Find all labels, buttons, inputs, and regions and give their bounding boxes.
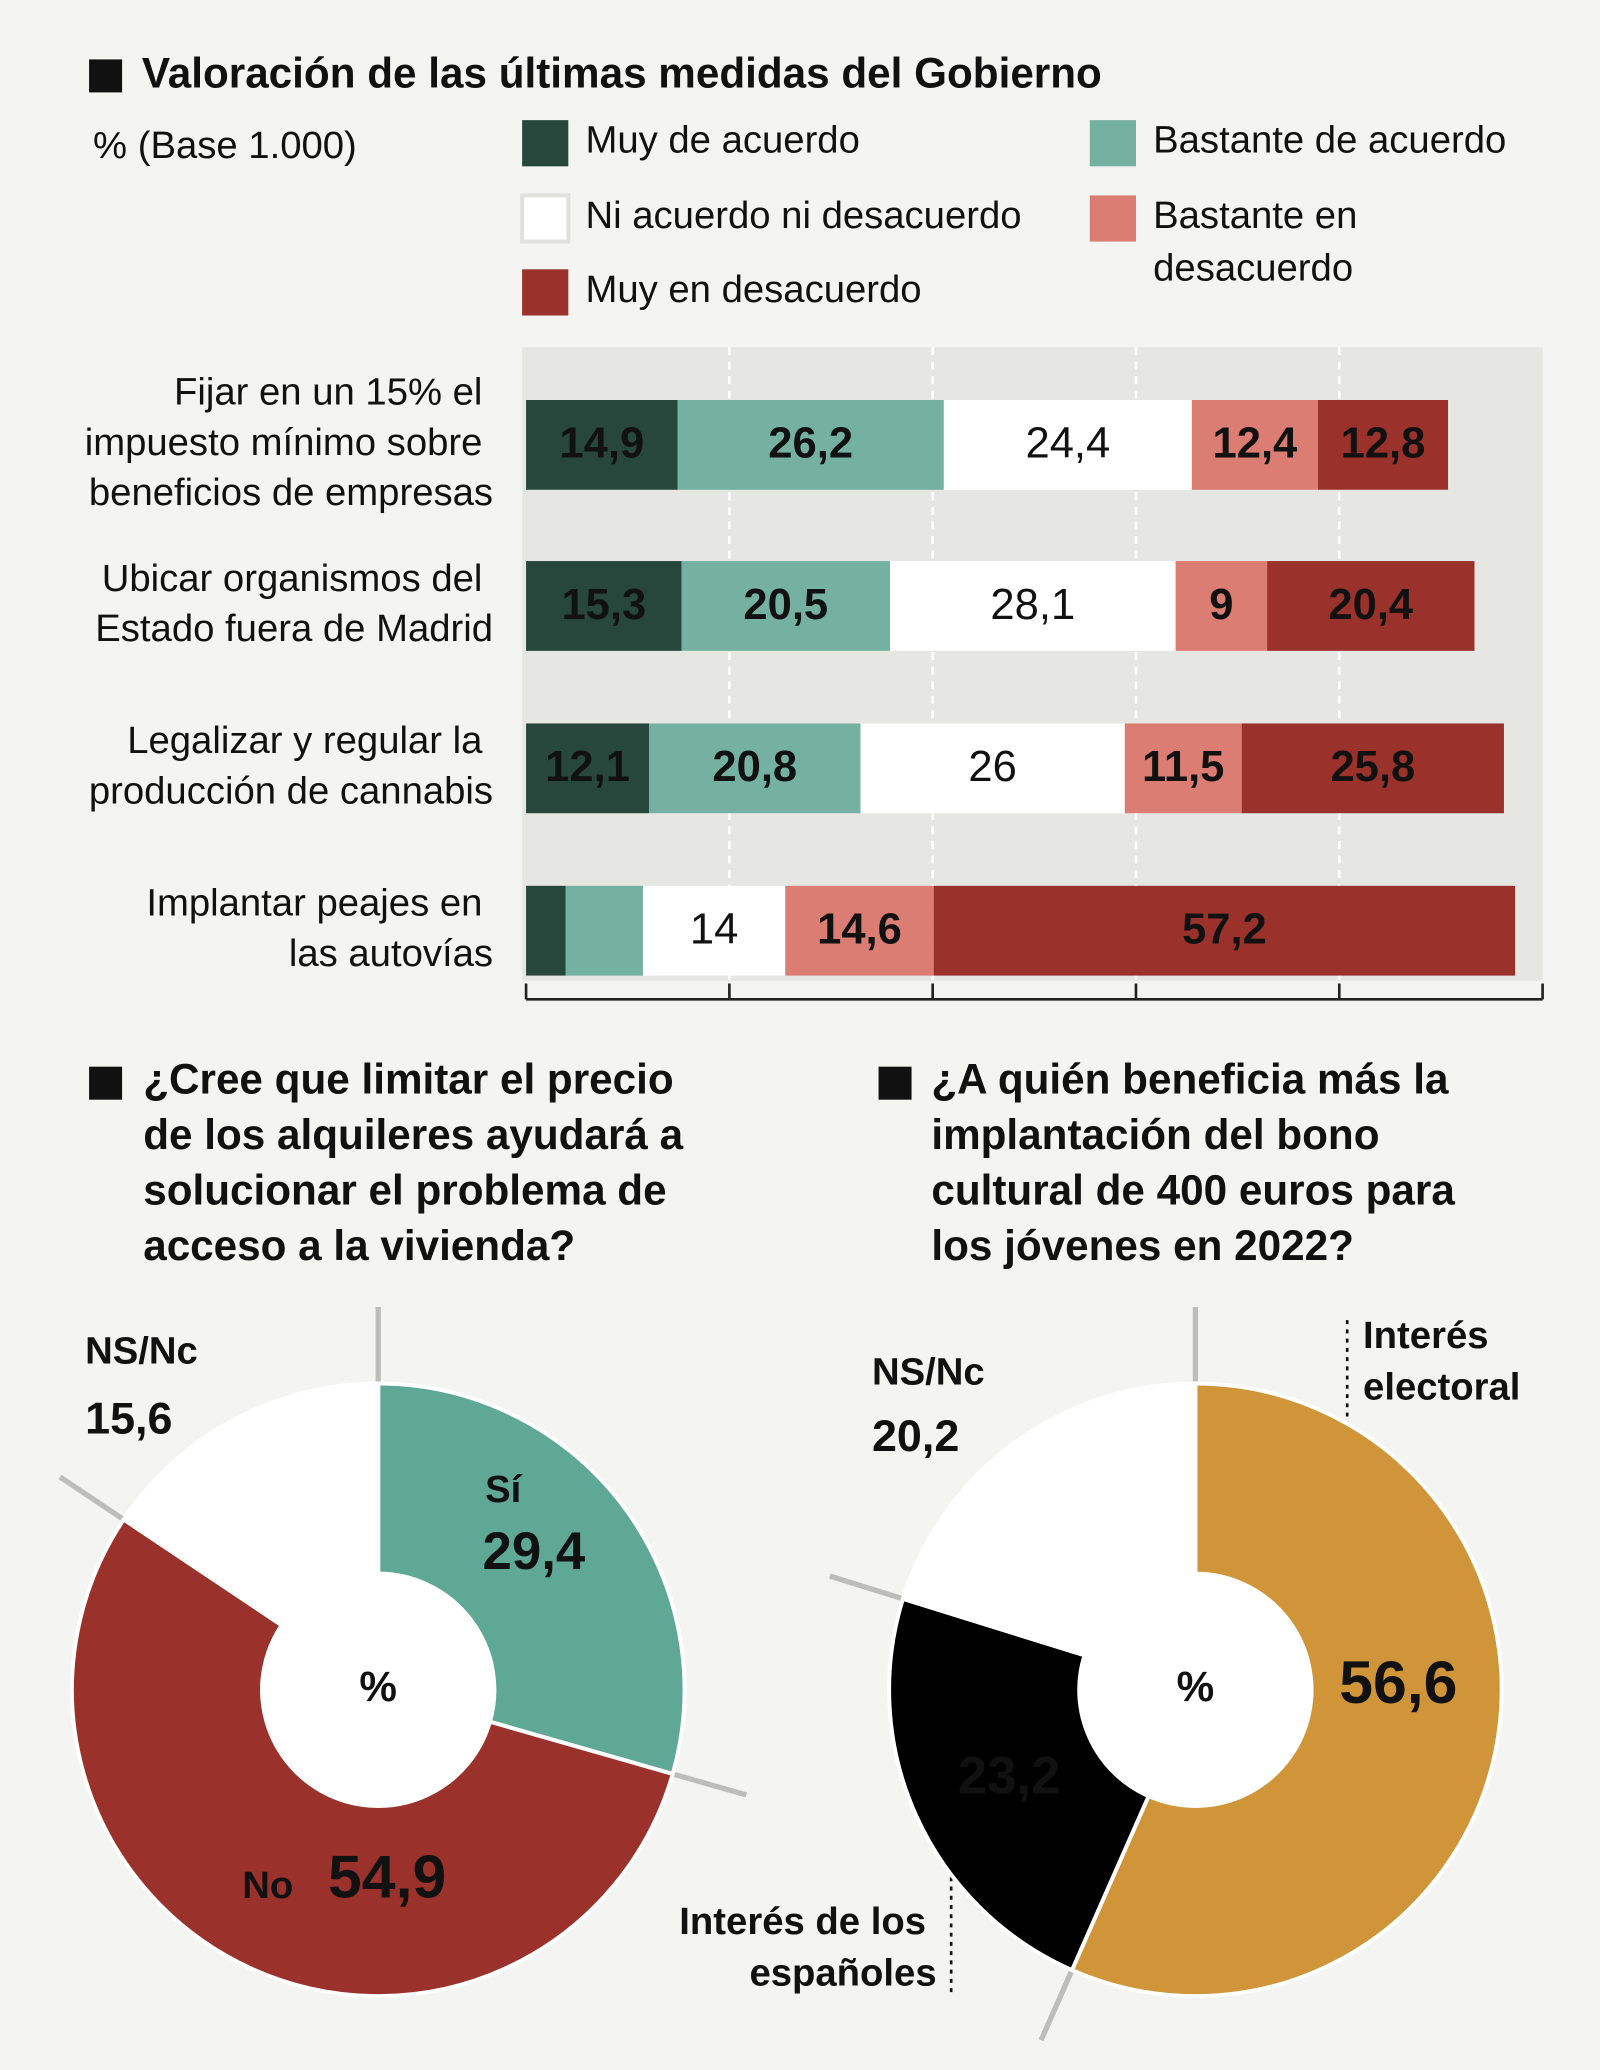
value-label: 20,4	[1328, 581, 1413, 629]
donut-hole	[262, 1573, 495, 1806]
slice-separator	[1038, 1963, 1078, 2042]
bar-segment	[1317, 400, 1449, 490]
bar-segment	[943, 400, 1192, 490]
value-label: 54,9	[328, 1842, 446, 1910]
category-label: Ubicar organismos del Estado fuera de Ma…	[95, 557, 493, 650]
bar-segment	[1241, 723, 1504, 814]
value-label: 20,8	[712, 743, 797, 791]
legend-label: Bastante de acuerdo	[1153, 119, 1506, 162]
value-label: 12,8	[1341, 420, 1426, 468]
legend-swatch	[522, 269, 569, 316]
slice-name: Interés de los españoles	[679, 1900, 936, 1994]
bar-segment	[1191, 400, 1318, 490]
bar-segment	[889, 561, 1176, 651]
value-label: 9	[1209, 581, 1233, 629]
value-label: 29,4	[483, 1522, 586, 1581]
value-label: 25,8	[1330, 743, 1415, 791]
value-label: 12,1	[545, 743, 630, 791]
slice-name: No	[242, 1864, 293, 1907]
value-label: 20,2	[872, 1410, 959, 1461]
slice-separator	[665, 1769, 748, 1798]
bar-segment	[681, 561, 890, 651]
title-marker	[89, 1066, 123, 1100]
slice-name: Interés electoral	[1363, 1314, 1520, 1408]
value-label: 15,3	[561, 581, 646, 629]
value-label: 26	[968, 743, 1016, 791]
legend-swatch	[1089, 120, 1136, 167]
legend-label: Muy en desacuerdo	[585, 268, 921, 311]
title-marker	[89, 59, 123, 93]
bar-segment	[1267, 561, 1475, 651]
chart-title: Valoración de las últimas medidas del Go…	[142, 50, 1102, 97]
category-label: Fijar en un 15% el impuesto mínimo sobre…	[85, 371, 493, 514]
bar-segment	[860, 723, 1125, 814]
bar-segment	[677, 400, 944, 490]
slice-name: NS/Nc	[85, 1329, 198, 1372]
legend-swatch	[522, 120, 569, 167]
value-label: 56,6	[1339, 1648, 1457, 1716]
bar-segment	[565, 885, 643, 976]
slice-separator	[58, 1474, 131, 1526]
bar-segment	[526, 400, 678, 490]
value-label: 12,4	[1213, 420, 1298, 468]
legend-swatch	[1089, 195, 1136, 242]
value-label: 28,1	[990, 581, 1075, 629]
value-label: 15,6	[85, 1393, 172, 1444]
value-label: 14	[690, 906, 738, 954]
value-label: 23,2	[958, 1747, 1061, 1806]
value-label: 57,2	[1182, 906, 1267, 954]
category-label: Implantar peajes en las autovías	[146, 882, 493, 975]
center-label: %	[359, 1663, 397, 1710]
title-marker	[878, 1066, 912, 1100]
bar-segment	[1124, 723, 1242, 814]
legend-label: Muy de acuerdo	[585, 119, 859, 162]
value-label: 11,5	[1142, 743, 1224, 791]
chart-title: ¿Cree que limitar el precio de los alqui…	[143, 1056, 695, 1269]
slice-name: NS/Nc	[872, 1350, 985, 1393]
legend-swatch	[520, 193, 571, 244]
slice-separator	[829, 1573, 911, 1604]
bar-segment	[933, 885, 1516, 976]
bar-segment	[649, 723, 861, 814]
slice-name: Sí	[485, 1468, 523, 1511]
value-label: 20,5	[743, 581, 828, 629]
value-label: 14,6	[817, 906, 902, 954]
bar-segment	[642, 885, 786, 976]
bar-segment	[526, 723, 650, 814]
center-label: %	[1177, 1663, 1215, 1710]
bar-segment	[526, 561, 682, 651]
donut-hole	[1079, 1573, 1312, 1806]
legend-label: Bastante en desacuerdo	[1153, 194, 1368, 290]
value-label: 26,2	[768, 420, 853, 468]
category-label: Legalizar y regular la producción de can…	[89, 719, 493, 812]
bar-segment	[785, 885, 934, 976]
value-label: 24,4	[1025, 420, 1110, 468]
bar-segment	[526, 885, 566, 976]
legend-label: Ni acuerdo ni desacuerdo	[585, 194, 1021, 237]
value-label: 14,9	[559, 420, 644, 468]
chart-title: ¿A quién beneficia más la implantación d…	[931, 1056, 1466, 1269]
chart-subtitle: % (Base 1.000)	[93, 124, 357, 167]
bar-segment	[1175, 561, 1268, 651]
